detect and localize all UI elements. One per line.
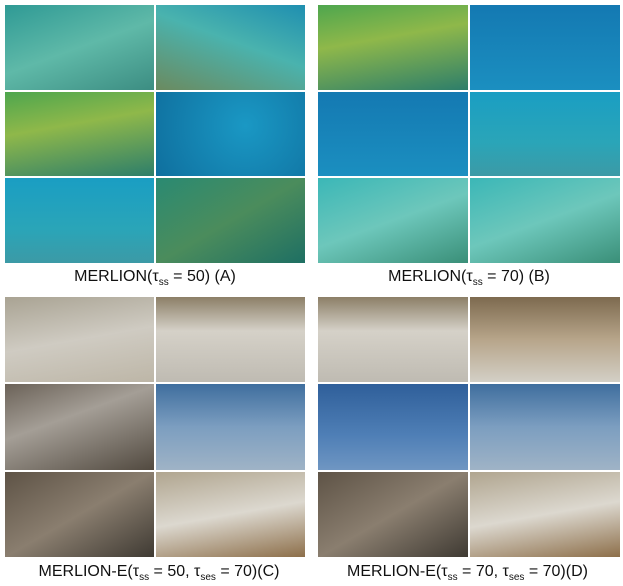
caption-text: MERLION-E(τ: [347, 563, 448, 580]
image: [318, 297, 468, 383]
image: [5, 471, 154, 557]
image: [318, 178, 468, 263]
caption-text: = 50) (A): [168, 268, 236, 285]
image: [5, 5, 154, 90]
image: [318, 5, 468, 90]
image: [156, 297, 305, 383]
caption-text: = 70, τ: [457, 563, 509, 580]
caption-text: MERLION(τ: [388, 268, 473, 285]
image: [470, 384, 620, 470]
caption-text: = 50, τ: [149, 563, 201, 580]
caption-text: MERLION-E(τ: [38, 563, 140, 580]
image: [5, 384, 154, 470]
image: [5, 91, 154, 177]
image: [318, 91, 468, 177]
image: [5, 297, 154, 383]
caption-text: = 70)(D): [524, 563, 588, 580]
caption-subscript: ss: [158, 277, 169, 289]
image: [156, 91, 305, 177]
caption-subscript: ss: [139, 572, 150, 584]
image-grid: [5, 5, 305, 263]
caption-text: = 70)(C): [215, 563, 280, 580]
caption-subscript: ses: [508, 572, 525, 584]
image-grid: [318, 297, 620, 557]
caption: MERLION-E(τss = 70, τses = 70)(D): [312, 563, 623, 583]
image: [156, 178, 305, 263]
image: [156, 471, 305, 557]
image: [470, 178, 620, 263]
image: [470, 5, 620, 90]
image-grid: [5, 297, 305, 557]
caption: MERLION(τss = 50) (A): [5, 268, 305, 288]
caption-text: = 70) (B): [482, 268, 550, 285]
caption: MERLION-E(τss = 50, τses = 70)(C): [0, 563, 318, 583]
image: [318, 471, 468, 557]
caption: MERLION(τss = 70) (B): [318, 268, 620, 288]
image: [156, 384, 305, 470]
image: [470, 471, 620, 557]
caption-subscript: ses: [200, 572, 216, 584]
image: [318, 384, 468, 470]
caption-text: MERLION(τ: [74, 268, 159, 285]
image: [470, 91, 620, 177]
image: [156, 5, 305, 90]
image: [5, 178, 154, 263]
image-grid: [318, 5, 620, 263]
caption-subscript: ss: [447, 572, 458, 584]
caption-subscript: ss: [472, 277, 483, 289]
image: [470, 297, 620, 383]
